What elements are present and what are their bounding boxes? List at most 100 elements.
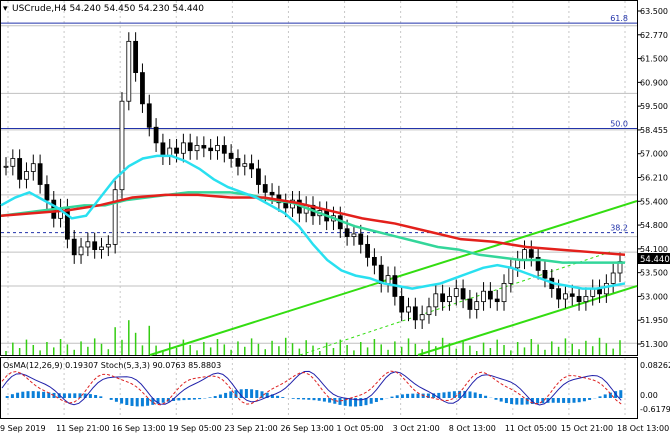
candle-body xyxy=(351,233,357,237)
candle-body xyxy=(501,283,507,303)
candle-body xyxy=(119,100,125,191)
fib-label: 61.8 xyxy=(610,14,628,23)
candle-body xyxy=(365,243,370,258)
time-tick-label: 8 Oct 13:00 xyxy=(449,424,496,433)
price-tick-label: 51.300 xyxy=(640,340,668,349)
candle-body xyxy=(556,288,561,300)
candle-body xyxy=(412,306,418,321)
menu-arrow-icon[interactable]: ▾ xyxy=(3,4,8,14)
candle-body xyxy=(508,267,514,284)
candle-body xyxy=(269,191,275,196)
time-tick-label: 9 Sep 2019 xyxy=(0,424,46,433)
ema-slow-line xyxy=(0,193,626,257)
candle-body xyxy=(358,233,364,245)
candle-body xyxy=(174,147,179,154)
candle-body xyxy=(474,301,480,310)
price-axis: 63.500 62.770 61.500 60.900 59.500 58.455 57.0… xyxy=(637,7,668,349)
candle-body xyxy=(569,293,575,297)
candle-body xyxy=(133,40,139,73)
price-tick-label: 53.000 xyxy=(640,292,668,301)
candle-body xyxy=(419,314,425,321)
price-tick-label: 54.100 xyxy=(640,245,668,254)
candle-body xyxy=(406,306,411,313)
candle-body xyxy=(453,288,459,297)
candle-body xyxy=(426,306,432,316)
time-tick-label: 11 Sep 21:00 xyxy=(56,424,109,433)
candle-body xyxy=(3,165,9,168)
candle-body xyxy=(371,256,377,266)
stoch-signal-line xyxy=(1,370,622,406)
indicator-tick-label: 0.00 xyxy=(640,391,658,400)
candle-body xyxy=(515,259,521,269)
indicator-tick-label: 0.08262 xyxy=(640,361,670,370)
price-tick-label: 57.000 xyxy=(640,150,668,159)
time-axis: 9 Sep 2019 11 Sep 21:00 16 Sep 13:00 19 Sep… xyxy=(0,424,669,433)
candle-body xyxy=(221,145,227,154)
indicator-axis: 0.08262 0.00 -0.61795 xyxy=(640,361,670,414)
candle-body xyxy=(215,145,220,152)
price-tick-label: 61.500 xyxy=(640,55,668,64)
candle-body xyxy=(344,228,350,237)
candle-body xyxy=(24,171,29,180)
time-tick-label: 15 Oct 21:00 xyxy=(561,424,613,433)
candle-body xyxy=(126,40,132,102)
candle-body xyxy=(105,243,111,248)
indicator-series xyxy=(1,370,623,407)
candle-body xyxy=(71,238,77,256)
candle-body xyxy=(542,270,548,279)
symbol-header: USCrude,H4 54.240 54.450 54.230 54.440 xyxy=(12,4,204,14)
candle-body xyxy=(140,72,145,105)
price-tick-label: 51.950 xyxy=(640,316,668,325)
time-tick-label: 16 Sep 13:00 xyxy=(112,424,165,433)
candle-body xyxy=(256,168,261,185)
moving-averages xyxy=(0,154,626,290)
fib-label: 50.0 xyxy=(610,120,628,129)
candle-body xyxy=(235,158,241,167)
candle-body xyxy=(37,163,43,185)
ema-fast-line xyxy=(0,154,626,290)
ema-mid-line xyxy=(0,191,625,264)
time-tick-label: 19 Sep 05:00 xyxy=(168,424,221,433)
price-tick-label: 54.800 xyxy=(640,221,668,230)
candle-body xyxy=(160,142,166,157)
candle-body xyxy=(440,293,446,303)
candle-body xyxy=(180,142,186,154)
candle-body xyxy=(528,249,534,258)
candle-body xyxy=(610,272,616,284)
candle-body xyxy=(433,293,439,308)
candle-body xyxy=(460,288,466,300)
candle-body xyxy=(563,293,568,300)
candle-body xyxy=(112,189,118,245)
candle-body xyxy=(487,290,493,300)
candle-body xyxy=(44,184,50,201)
indicator-tick-label: -0.61795 xyxy=(640,405,670,414)
candle-body xyxy=(262,184,268,193)
channel-mid xyxy=(299,251,611,356)
candle-body xyxy=(603,283,609,295)
price-tick-label: 56.210 xyxy=(640,174,668,183)
candle-body xyxy=(10,158,16,167)
candle-body xyxy=(153,126,159,144)
price-tick-label: 53.500 xyxy=(640,269,668,278)
candle-body xyxy=(576,296,582,303)
candle-body xyxy=(522,249,527,261)
indicator-frame xyxy=(0,357,638,419)
candle-body xyxy=(494,298,500,303)
candle-body xyxy=(249,163,255,170)
candle-body xyxy=(399,296,405,313)
candle-body xyxy=(92,241,98,250)
price-tick-label: 60.900 xyxy=(640,78,668,87)
price-tick-label: 58.455 xyxy=(640,126,668,135)
price-tick-label: 55.400 xyxy=(640,197,668,206)
candle-body xyxy=(30,163,36,172)
candle-body xyxy=(99,246,104,250)
candle-body xyxy=(242,163,248,167)
candle-body xyxy=(208,147,214,152)
candle-body xyxy=(201,145,207,149)
stoch-main-line xyxy=(1,370,622,406)
main-chart-frame xyxy=(0,0,638,356)
candle-body xyxy=(228,152,234,159)
candle-body xyxy=(467,298,473,310)
price-tick-label: 63.500 xyxy=(640,7,668,16)
